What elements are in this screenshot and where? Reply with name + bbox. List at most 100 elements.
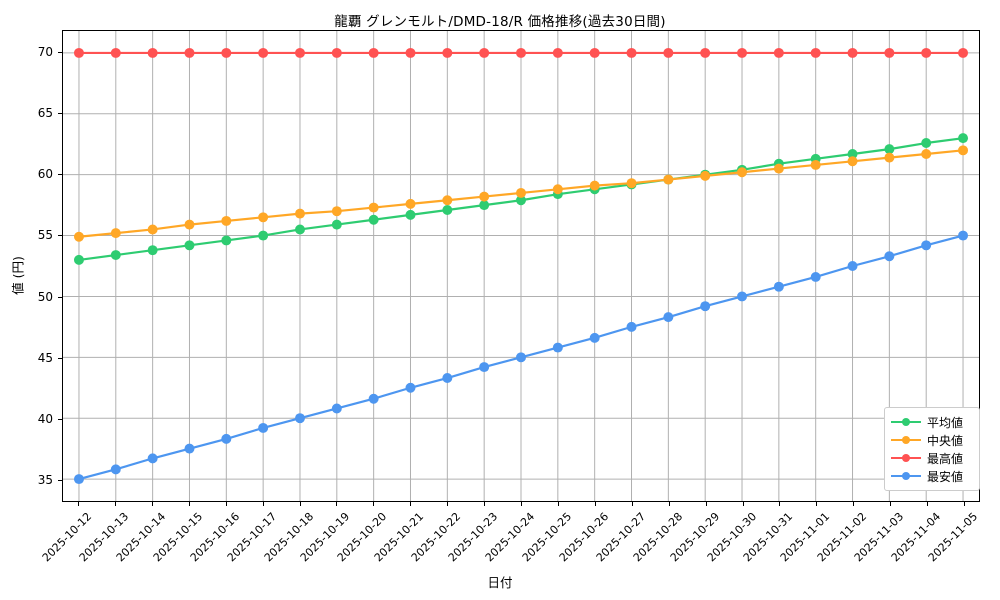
data-point [663,47,674,58]
legend-label: 最高値 [927,451,964,466]
data-point [258,230,269,241]
legend-item-平均値[interactable]: 平均値 [891,413,973,431]
data-point [294,47,305,58]
data-point [958,47,969,58]
data-point [147,224,158,235]
series-中央値 [73,145,969,242]
data-point [221,215,232,226]
legend-item-最高値[interactable]: 最高値 [891,449,973,467]
x-tick-mark [151,502,153,506]
data-point [184,240,195,251]
data-point [884,47,895,58]
data-point [331,206,342,217]
y-tick-mark [58,479,62,481]
data-point [700,301,711,312]
data-point [773,47,784,58]
data-point [442,47,453,58]
data-point [589,332,600,343]
chart-title: 龍覇 グレンモルト/DMD-18/R 価格推移(過去30日間) [334,14,666,30]
x-tick-mark [410,502,412,506]
data-point [737,47,748,58]
data-point [405,382,416,393]
data-point [331,219,342,230]
data-point [110,47,121,58]
legend-marker-dot [902,418,910,426]
x-tick-mark [927,502,929,506]
data-point [626,321,637,332]
data-point [700,170,711,181]
data-point [442,195,453,206]
data-point [773,163,784,174]
legend-swatch-icon [891,416,921,428]
legend-label: 平均値 [927,415,964,430]
data-point [663,174,674,185]
x-tick-mark [373,502,375,506]
data-point [589,47,600,58]
y-axis-tick-labels: 35 40 45 50 55 60 65 70 [0,30,53,502]
x-tick-mark [78,502,79,506]
legend-marker-dot [902,472,910,480]
legend-marker-dot [902,454,910,462]
data-point [884,144,895,155]
data-point [847,149,858,159]
data-point [700,47,711,58]
data-point [258,47,269,58]
x-tick-mark [521,502,522,506]
y-tick-label: 35 [37,472,53,487]
data-point [442,373,453,383]
data-point [221,47,232,58]
plot-area [62,30,980,502]
legend-label: 中央値 [927,433,964,448]
data-point [368,47,379,58]
data-point [921,47,932,58]
data-point [847,47,858,58]
data-point [626,178,637,189]
data-point [368,393,379,404]
data-point [110,464,121,475]
y-tick-mark [58,235,62,237]
data-point [884,152,895,163]
data-point [552,342,563,353]
data-point [552,184,563,195]
y-tick-mark [58,52,62,53]
x-tick-mark [964,502,965,506]
data-point [147,453,158,464]
data-point [368,214,379,225]
data-point [958,133,969,144]
x-tick-mark [188,502,190,506]
legend-swatch-icon [891,470,921,482]
chart-legend: 平均値中央値最高値最安値 [884,407,980,491]
x-tick-mark [853,502,855,506]
data-point [884,251,895,262]
data-point [147,245,158,256]
data-series-layer [73,47,969,485]
data-point [847,261,858,271]
data-point [184,219,195,230]
data-point [331,47,342,58]
legend-item-最安値[interactable]: 最安値 [891,467,973,485]
data-point [368,202,379,213]
data-point [737,291,748,302]
data-point [810,47,821,58]
data-point [921,240,932,251]
x-tick-mark [668,502,670,506]
y-axis-label: 値 (円) [10,256,26,295]
x-tick-mark [447,502,449,506]
data-point [294,208,305,219]
data-point [921,138,932,148]
data-point [110,228,121,239]
data-point [405,47,416,58]
y-tick-label: 40 [37,411,53,426]
data-point [589,180,600,191]
legend-item-中央値[interactable]: 中央値 [891,431,973,449]
series-最高値 [73,47,969,58]
data-point [810,159,821,170]
legend-label: 最安値 [927,469,964,484]
data-point [810,271,821,282]
x-tick-mark [336,502,338,506]
data-point [921,149,932,159]
data-point [331,403,342,414]
data-point [442,205,453,215]
data-point [294,413,305,424]
